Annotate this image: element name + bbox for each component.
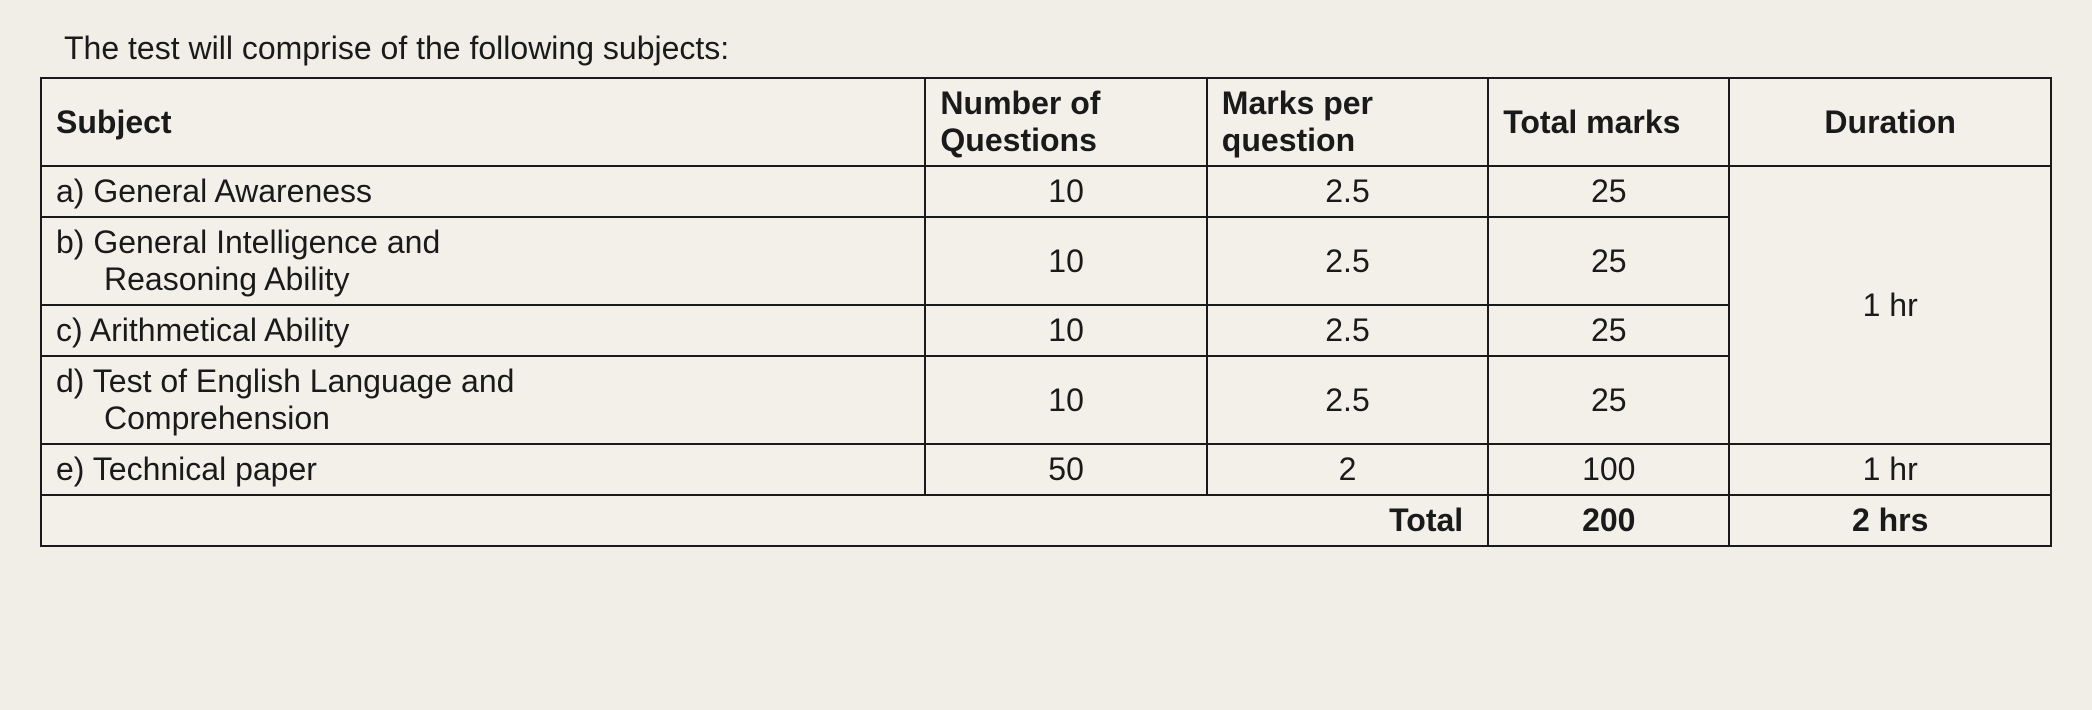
subject-line1: c) Arithmetical Ability xyxy=(56,312,349,348)
table-total-row: Total 200 2 hrs xyxy=(41,495,2051,546)
cell-grand-total-marks: 200 xyxy=(1488,495,1729,546)
cell-duration-group-1: 1 hr xyxy=(1729,166,2051,444)
cell-marks-per-q: 2 xyxy=(1207,444,1488,495)
cell-num-questions: 10 xyxy=(925,356,1206,444)
cell-num-questions: 10 xyxy=(925,305,1206,356)
cell-subject: d) Test of English Language and Comprehe… xyxy=(41,356,925,444)
subject-line1: b) General Intelligence and xyxy=(56,224,440,260)
subject-line2: Reasoning Ability xyxy=(56,261,910,298)
cell-subject: b) General Intelligence and Reasoning Ab… xyxy=(41,217,925,305)
cell-total-marks: 25 xyxy=(1488,305,1729,356)
cell-subject: a) General Awareness xyxy=(41,166,925,217)
subject-line1: a) General Awareness xyxy=(56,173,372,209)
intro-text: The test will comprise of the following … xyxy=(64,30,2052,67)
subjects-table: Subject Number of Questions Marks per qu… xyxy=(40,77,2052,547)
col-subject: Subject xyxy=(41,78,925,166)
cell-total-marks: 25 xyxy=(1488,356,1729,444)
cell-num-questions: 10 xyxy=(925,166,1206,217)
cell-num-questions: 10 xyxy=(925,217,1206,305)
cell-marks-per-q: 2.5 xyxy=(1207,305,1488,356)
cell-total-marks: 25 xyxy=(1488,166,1729,217)
cell-marks-per-q: 2.5 xyxy=(1207,356,1488,444)
cell-total-label: Total xyxy=(41,495,1488,546)
cell-marks-per-q: 2.5 xyxy=(1207,166,1488,217)
cell-subject: e) Technical paper xyxy=(41,444,925,495)
subject-line1: e) Technical paper xyxy=(56,451,317,487)
table-header-row: Subject Number of Questions Marks per qu… xyxy=(41,78,2051,166)
subject-line1: d) Test of English Language and xyxy=(56,363,514,399)
col-num-questions: Number of Questions xyxy=(925,78,1206,166)
cell-marks-per-q: 2.5 xyxy=(1207,217,1488,305)
table-row: a) General Awareness 10 2.5 25 1 hr xyxy=(41,166,2051,217)
col-marks-per-q: Marks per question xyxy=(1207,78,1488,166)
cell-duration-group-2: 1 hr xyxy=(1729,444,2051,495)
cell-num-questions: 50 xyxy=(925,444,1206,495)
subject-line2: Comprehension xyxy=(56,400,910,437)
cell-total-marks: 25 xyxy=(1488,217,1729,305)
col-total-marks: Total marks xyxy=(1488,78,1729,166)
cell-subject: c) Arithmetical Ability xyxy=(41,305,925,356)
cell-grand-duration: 2 hrs xyxy=(1729,495,2051,546)
table-row: e) Technical paper 50 2 100 1 hr xyxy=(41,444,2051,495)
col-duration: Duration xyxy=(1729,78,2051,166)
cell-total-marks: 100 xyxy=(1488,444,1729,495)
